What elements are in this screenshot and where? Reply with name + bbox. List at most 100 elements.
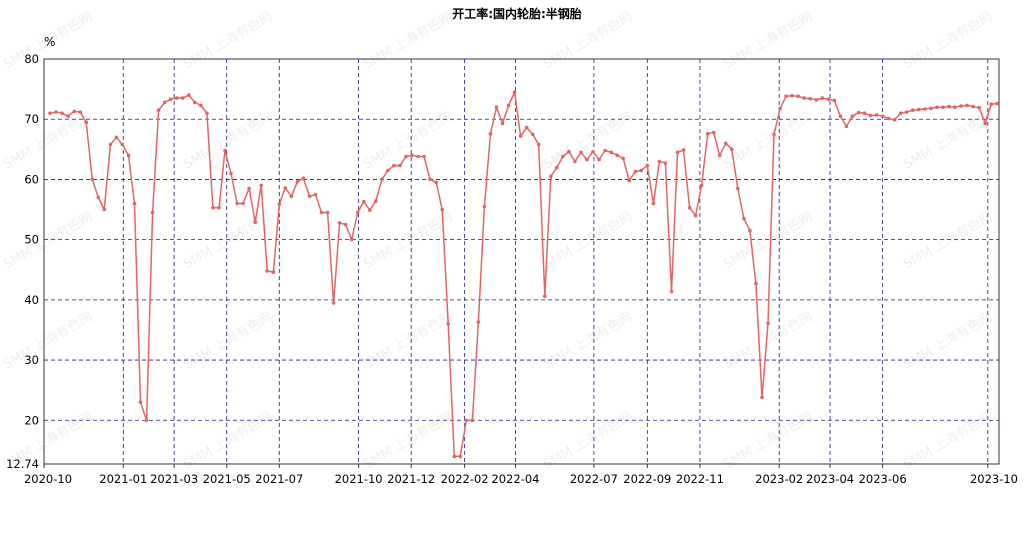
data-point <box>609 150 613 155</box>
data-point <box>120 142 125 147</box>
data-point <box>778 106 782 111</box>
watermark-text: SMM 上海有色网 <box>181 409 275 473</box>
data-point <box>826 97 831 102</box>
data-point <box>337 221 342 225</box>
x-tick-label: 2021-01 <box>99 472 147 486</box>
data-point <box>730 147 734 152</box>
watermark-text: SMM 上海有色网 <box>361 409 455 473</box>
data-point <box>645 163 650 168</box>
y-tick-label: 50 <box>24 233 39 247</box>
y-tick-label: 60 <box>24 172 39 186</box>
data-point <box>404 154 408 159</box>
data-point <box>633 169 638 174</box>
data-point <box>693 213 698 218</box>
x-tick-label: 2023-04 <box>806 472 854 486</box>
series-layer <box>48 90 1000 459</box>
data-point <box>573 159 577 164</box>
data-point <box>766 321 770 326</box>
data-point <box>524 125 529 130</box>
x-tick-label: 2021-12 <box>387 472 435 486</box>
y-tick-label: 40 <box>24 293 39 307</box>
data-point <box>862 111 867 115</box>
watermark-text: SMM 上海有色网 <box>901 309 995 373</box>
data-point <box>162 100 167 105</box>
x-tick-label: 2020-10 <box>24 472 72 486</box>
data-point <box>808 96 812 101</box>
data-point <box>995 101 1000 106</box>
data-point <box>585 157 589 162</box>
data-point <box>187 93 191 97</box>
watermark-text: SMM 上海有色网 <box>901 409 995 473</box>
data-point <box>355 210 360 215</box>
data-point <box>663 161 668 165</box>
watermark-text: SMM 上海有色网 <box>361 309 455 373</box>
data-point <box>174 96 179 100</box>
data-point <box>549 174 553 179</box>
data-point <box>211 205 215 210</box>
data-point <box>193 100 197 105</box>
data-point <box>892 118 897 122</box>
plot-border <box>43 58 1000 465</box>
data-point <box>917 107 921 112</box>
x-tick-label: 2023-10 <box>970 472 1018 486</box>
data-point <box>48 111 52 115</box>
y-tick-label: 70 <box>24 112 39 126</box>
data-point <box>416 154 420 159</box>
data-point <box>386 168 390 173</box>
data-point <box>440 207 445 212</box>
x-axis-ticks: 2020-10 2021-01 2021-03 2021-05 2021-07 2021-… <box>24 464 1018 486</box>
data-point <box>687 205 692 210</box>
data-point <box>772 132 776 137</box>
data-point <box>223 148 227 153</box>
data-point <box>374 199 378 203</box>
data-point <box>639 168 644 173</box>
data-point <box>488 131 493 136</box>
data-point <box>911 108 915 112</box>
data-point <box>579 150 583 155</box>
data-point <box>144 418 149 423</box>
data-point <box>530 132 535 137</box>
watermark-text: SMM 上海有色网 <box>361 9 455 73</box>
data-point <box>181 96 185 100</box>
data-point <box>802 96 806 100</box>
y-tick-label: 20 <box>24 413 39 427</box>
data-point <box>874 113 879 117</box>
y-axis-unit: % <box>44 35 55 49</box>
data-point <box>615 153 619 158</box>
data-point <box>512 90 517 94</box>
data-point <box>880 114 885 118</box>
watermark-text: SMM 上海有色网 <box>721 109 815 173</box>
data-point <box>126 153 131 158</box>
data-point <box>235 201 239 206</box>
y-axis-ticks: 12.74 20 30 40 50 60 70 80 <box>6 52 39 471</box>
data-point <box>983 121 987 126</box>
data-point <box>301 176 306 180</box>
data-point <box>669 289 674 294</box>
data-point <box>555 165 559 170</box>
data-point <box>168 97 173 102</box>
data-point <box>711 130 716 135</box>
data-point <box>796 94 800 99</box>
data-point <box>868 113 873 118</box>
data-point <box>494 105 499 109</box>
data-point <box>102 207 107 212</box>
data-point <box>72 109 76 114</box>
watermark-text: SMM 上海有色网 <box>901 109 995 173</box>
data-point <box>748 228 752 233</box>
data-point <box>941 105 945 109</box>
data-point <box>736 186 740 191</box>
data-point <box>567 149 571 154</box>
data-point <box>247 186 251 191</box>
watermark-text: SMM 上海有色网 <box>361 209 455 273</box>
data-point <box>446 322 451 326</box>
watermark-text: SMM 上海有色网 <box>361 109 455 173</box>
data-point <box>458 454 463 459</box>
x-tick-label: 2021-03 <box>150 472 198 486</box>
watermark-text: SMM 上海有色网 <box>181 209 275 273</box>
data-point <box>229 171 233 176</box>
x-tick-label: 2022-07 <box>570 472 618 486</box>
data-point <box>500 121 505 126</box>
data-point <box>705 131 710 136</box>
watermark-text: SMM 上海有色网 <box>541 109 635 173</box>
